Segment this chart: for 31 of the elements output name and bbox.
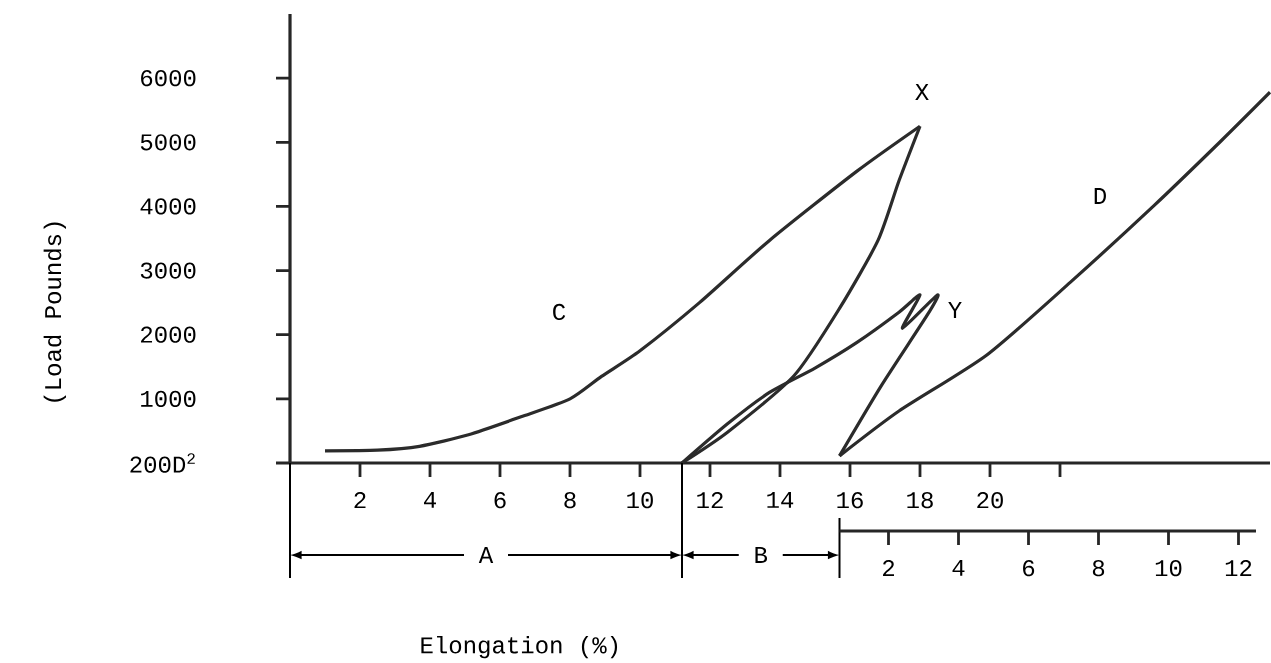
y-tick-label: 6000 — [141, 69, 196, 87]
x2-tick-label: 8 — [1092, 560, 1105, 577]
annotation: Y — [948, 302, 962, 318]
y-tick-label: 1000 — [141, 390, 196, 407]
text: B — [755, 547, 768, 563]
annotation: X — [915, 84, 929, 100]
x-tick-label: 20 — [977, 492, 1003, 509]
y-tick-label: 200D$^{2}$ — [130, 453, 195, 473]
x2-tick-label: 12 — [1225, 560, 1252, 577]
x-tick-label: 2 — [354, 492, 366, 509]
x2-tick-label: 4 — [952, 560, 965, 576]
x-tick-label: 14 — [767, 492, 794, 508]
x2-tick-label: 2 — [882, 560, 894, 577]
x2-tick-label: 10 — [1155, 560, 1182, 577]
x-tick-label: 12 — [697, 492, 723, 509]
x-tick-label: 6 — [494, 492, 506, 509]
x-tick-label: 10 — [627, 492, 653, 509]
x-tick-label: 16 — [837, 492, 863, 509]
text: A — [478, 547, 494, 563]
x-tick-label: 4 — [423, 492, 436, 508]
x-axis-title: Elongation (%) — [421, 635, 618, 659]
y-tick-label: 4000 — [140, 198, 196, 215]
y-tick-label: 5000 — [140, 134, 196, 151]
y-tick-label: 3000 — [140, 262, 196, 279]
x-tick-label: 8 — [564, 492, 576, 509]
y-tick-label: 2000 — [141, 326, 196, 343]
x2-tick-label: 6 — [1023, 560, 1035, 577]
x-tick-label: 18 — [907, 492, 933, 509]
annotation: C — [553, 303, 566, 321]
y-axis-title: (Load Pounds) — [43, 222, 66, 402]
annotation: D — [1094, 188, 1106, 204]
